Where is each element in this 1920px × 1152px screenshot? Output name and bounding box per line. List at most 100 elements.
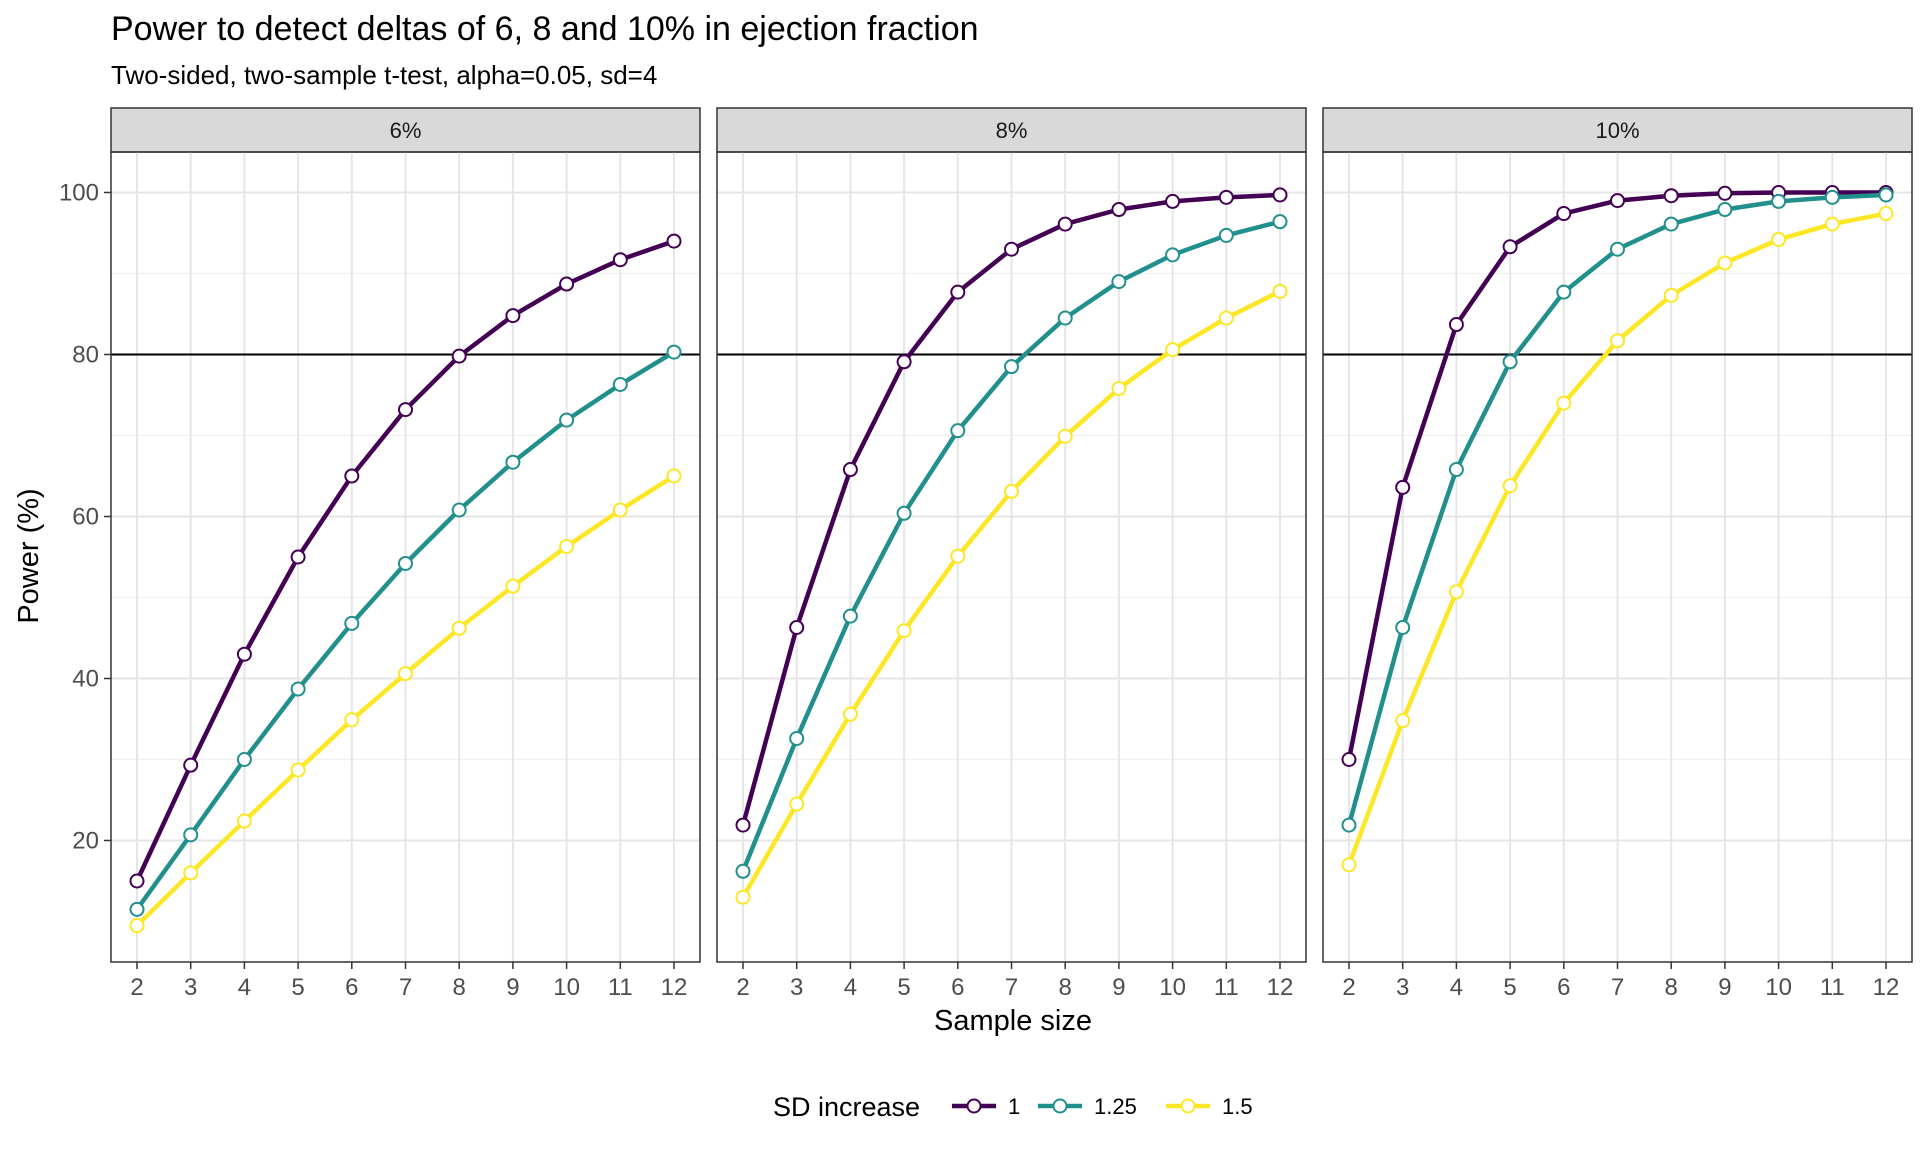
x-tick-label: 3	[184, 974, 197, 1001]
data-point	[950, 423, 966, 439]
legend: SD increase 1 1.25 1.5	[773, 1092, 1253, 1122]
data-point	[950, 548, 966, 564]
data-point	[842, 706, 858, 722]
x-tick-label: 10	[1159, 974, 1186, 1001]
data-point	[344, 468, 360, 484]
panel-border	[110, 151, 701, 963]
panel-2: 10% 2 3 4 5 6 7 8 9 10 11 12	[1322, 107, 1913, 1001]
facet-strip-label: 6%	[390, 118, 422, 143]
panel-border	[1322, 151, 1913, 963]
data-point	[735, 889, 751, 905]
data-point	[1448, 317, 1464, 333]
data-point	[1556, 284, 1572, 300]
data-point	[842, 462, 858, 478]
x-tick-label: 7	[1611, 974, 1624, 1001]
legend-title: SD increase	[773, 1092, 920, 1122]
data-point	[1395, 713, 1411, 729]
data-point	[129, 918, 145, 934]
data-point	[1448, 584, 1464, 600]
data-point	[236, 646, 252, 662]
data-point	[183, 865, 199, 881]
data-point	[1502, 239, 1518, 255]
data-point	[1771, 193, 1787, 209]
data-point	[451, 620, 467, 636]
data-point	[1556, 206, 1572, 222]
x-tick-label: 2	[130, 974, 143, 1001]
data-point	[666, 468, 682, 484]
legend-label: 1	[1008, 1094, 1020, 1119]
data-point	[1272, 214, 1288, 230]
data-point	[505, 454, 521, 470]
data-point	[505, 308, 521, 324]
data-point	[1663, 188, 1679, 204]
data-point	[505, 578, 521, 594]
data-point	[1057, 428, 1073, 444]
data-point	[451, 502, 467, 518]
data-point	[129, 901, 145, 917]
x-tick-label: 8	[1665, 974, 1678, 1001]
x-tick-label: 12	[1873, 974, 1900, 1001]
data-point	[1165, 342, 1181, 358]
x-tick-label: 9	[1112, 974, 1125, 1001]
data-point	[290, 681, 306, 697]
data-point	[344, 712, 360, 728]
x-tick-label: 7	[1005, 974, 1018, 1001]
data-point	[1502, 354, 1518, 370]
data-point	[735, 817, 751, 833]
data-point	[1057, 216, 1073, 232]
data-point	[1165, 247, 1181, 263]
y-tick-label: 60	[72, 504, 99, 531]
data-point	[1717, 185, 1733, 201]
y-tick-label: 40	[72, 666, 99, 693]
data-point	[183, 757, 199, 773]
legend-label: 1.25	[1094, 1094, 1137, 1119]
data-point	[559, 276, 575, 292]
x-tick-label: 3	[1396, 974, 1409, 1001]
chart-title: Power to detect deltas of 6, 8 and 10% i…	[111, 10, 979, 48]
data-point	[290, 762, 306, 778]
x-tick-label: 4	[238, 974, 251, 1001]
data-point	[290, 549, 306, 565]
data-point	[666, 344, 682, 360]
data-point	[1218, 227, 1234, 243]
data-point	[129, 873, 145, 889]
data-point	[1610, 193, 1625, 209]
data-point	[1057, 310, 1073, 326]
data-point	[789, 730, 805, 746]
data-point	[344, 615, 360, 631]
y-tick-label: 80	[72, 342, 99, 369]
legend-key-point	[1180, 1098, 1196, 1114]
data-point	[1004, 359, 1019, 375]
x-tick-label: 5	[897, 974, 910, 1001]
data-point	[1395, 619, 1411, 635]
data-point	[1111, 381, 1127, 397]
data-point	[236, 813, 252, 829]
x-tick-label: 5	[291, 974, 304, 1001]
data-point	[1165, 193, 1181, 209]
data-point	[1663, 216, 1679, 232]
data-point	[398, 666, 413, 682]
x-tick-label: 5	[1503, 974, 1516, 1001]
data-point	[896, 623, 912, 639]
y-tick-label: 100	[59, 180, 99, 207]
x-tick-label: 2	[1342, 974, 1355, 1001]
panel-1: 8% 2 3 4 5 6 7 8 9 10 11 12	[716, 107, 1307, 1001]
y-tick-label: 20	[72, 828, 99, 855]
data-point	[559, 538, 575, 554]
data-point	[1824, 189, 1840, 205]
data-point	[1717, 202, 1733, 218]
x-tick-label: 2	[736, 974, 749, 1001]
data-point	[1878, 206, 1894, 222]
facet-strip-label: 10%	[1595, 118, 1639, 143]
data-point	[1663, 287, 1679, 303]
x-tick-label: 4	[1450, 974, 1463, 1001]
data-point	[1272, 283, 1288, 299]
data-point	[1771, 231, 1787, 247]
data-point	[896, 505, 912, 521]
x-axis-title: Sample size	[934, 1005, 1092, 1037]
data-point	[1395, 479, 1411, 495]
data-point	[842, 608, 858, 624]
x-tick-label: 8	[453, 974, 466, 1001]
